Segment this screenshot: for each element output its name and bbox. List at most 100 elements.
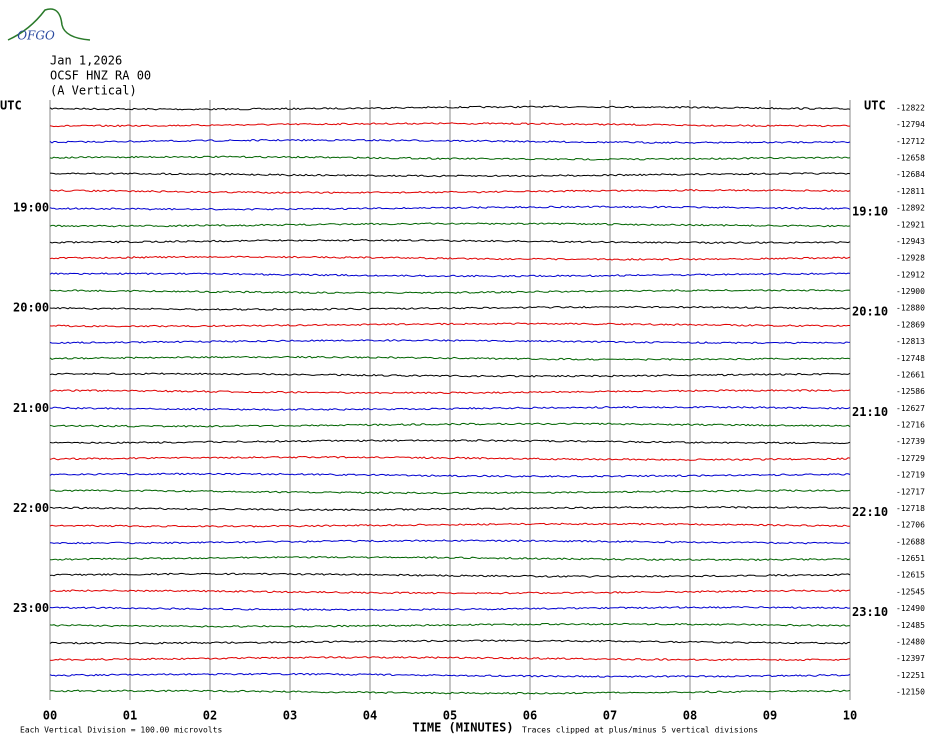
row-value: -12688	[896, 537, 925, 546]
row-value: -12813	[896, 337, 925, 346]
trace	[49, 122, 850, 128]
row-value: -12661	[896, 370, 925, 379]
trace	[49, 455, 851, 461]
trace	[49, 172, 851, 178]
row-value: -12900	[896, 287, 925, 296]
row-value: -12586	[896, 387, 925, 396]
trace	[49, 489, 851, 495]
trace	[49, 188, 851, 194]
row-value: -12928	[896, 254, 925, 263]
right-time-label: 19:10	[852, 205, 888, 219]
x-tick-label: 02	[203, 709, 217, 723]
left-time-label: 23:00	[13, 601, 49, 615]
row-value: -12869	[896, 320, 925, 329]
trace	[49, 155, 851, 161]
trace	[49, 522, 851, 528]
left-time-label: 19:00	[13, 201, 49, 215]
row-value: -12718	[896, 504, 925, 513]
x-tick-label: 10	[843, 709, 857, 723]
row-value: -12480	[896, 637, 925, 646]
row-value: -12943	[896, 237, 925, 246]
x-tick-label: 05	[443, 709, 457, 723]
right-axis-label: UTC	[864, 99, 886, 113]
date: Jan 1,2026	[50, 54, 122, 68]
row-value: -12658	[896, 154, 925, 163]
row-value: -12729	[896, 454, 925, 463]
row-value: -12684	[896, 170, 925, 179]
row-value: -12545	[896, 587, 925, 596]
trace	[49, 689, 851, 695]
trace	[49, 622, 851, 628]
trace	[49, 272, 851, 278]
trace	[49, 322, 850, 328]
row-value: -12490	[896, 604, 925, 613]
row-value: -12627	[896, 404, 925, 413]
row-value: -12880	[896, 304, 925, 313]
x-tick-label: 00	[43, 709, 57, 723]
component: (A Vertical)	[50, 84, 137, 98]
row-value: -12651	[896, 554, 925, 563]
footnote-left: Each Vertical Division = 100.00 microvol…	[20, 726, 222, 735]
trace	[49, 539, 851, 545]
trace	[49, 355, 851, 361]
row-value: -12251	[896, 671, 925, 680]
station: OCSF HNZ RA 00	[50, 69, 151, 83]
trace	[49, 238, 851, 244]
trace	[49, 305, 851, 311]
trace	[49, 639, 851, 645]
trace	[49, 439, 851, 445]
trace	[49, 289, 851, 295]
right-time-label: 23:10	[852, 605, 888, 619]
row-value: -12485	[896, 621, 925, 630]
row-value: -12912	[896, 270, 925, 279]
right-time-label: 21:10	[852, 405, 888, 419]
row-value: -12811	[896, 187, 925, 196]
trace	[49, 205, 851, 211]
row-value: -12150	[896, 688, 925, 697]
x-tick-label: 08	[683, 709, 697, 723]
row-value: -12822	[896, 104, 925, 113]
left-time-label: 22:00	[13, 501, 49, 515]
row-value: -12748	[896, 354, 925, 363]
right-time-label: 22:10	[852, 505, 888, 519]
left-time-label: 20:00	[13, 301, 49, 315]
trace	[49, 606, 851, 612]
footnote-right: Traces clipped at plus/minus 5 vertical …	[522, 726, 758, 735]
trace	[49, 389, 851, 395]
x-tick-label: 09	[763, 709, 777, 723]
x-tick-label: 01	[123, 709, 137, 723]
row-value: -12717	[896, 487, 925, 496]
x-tick-label: 06	[523, 709, 537, 723]
row-value: -12716	[896, 421, 925, 430]
trace	[49, 255, 851, 261]
trace	[49, 656, 851, 662]
trace	[49, 138, 851, 144]
trace	[49, 589, 851, 595]
row-value: -12921	[896, 220, 925, 229]
trace	[49, 672, 851, 678]
x-tick-label: 04	[363, 709, 377, 723]
trace	[49, 405, 851, 411]
row-value: -12892	[896, 204, 925, 213]
row-value: -12397	[896, 654, 925, 663]
trace	[49, 505, 851, 511]
row-value: -12615	[896, 571, 925, 580]
right-time-label: 20:10	[852, 305, 888, 319]
row-value: -12706	[896, 521, 925, 530]
logo-graphic	[7, 8, 91, 41]
trace	[49, 472, 851, 478]
trace	[50, 555, 851, 562]
trace	[49, 105, 851, 111]
trace	[49, 339, 851, 345]
trace	[49, 572, 851, 578]
row-value: -12719	[896, 471, 925, 480]
logo: OFGO	[17, 29, 55, 43]
trace	[49, 372, 851, 378]
trace	[49, 422, 851, 428]
left-time-label: 21:00	[13, 401, 49, 415]
left-axis-label: UTC	[0, 99, 22, 113]
row-value: -12794	[896, 120, 925, 129]
row-value: -12712	[896, 137, 925, 146]
x-axis-label: TIME (MINUTES)	[412, 721, 513, 735]
